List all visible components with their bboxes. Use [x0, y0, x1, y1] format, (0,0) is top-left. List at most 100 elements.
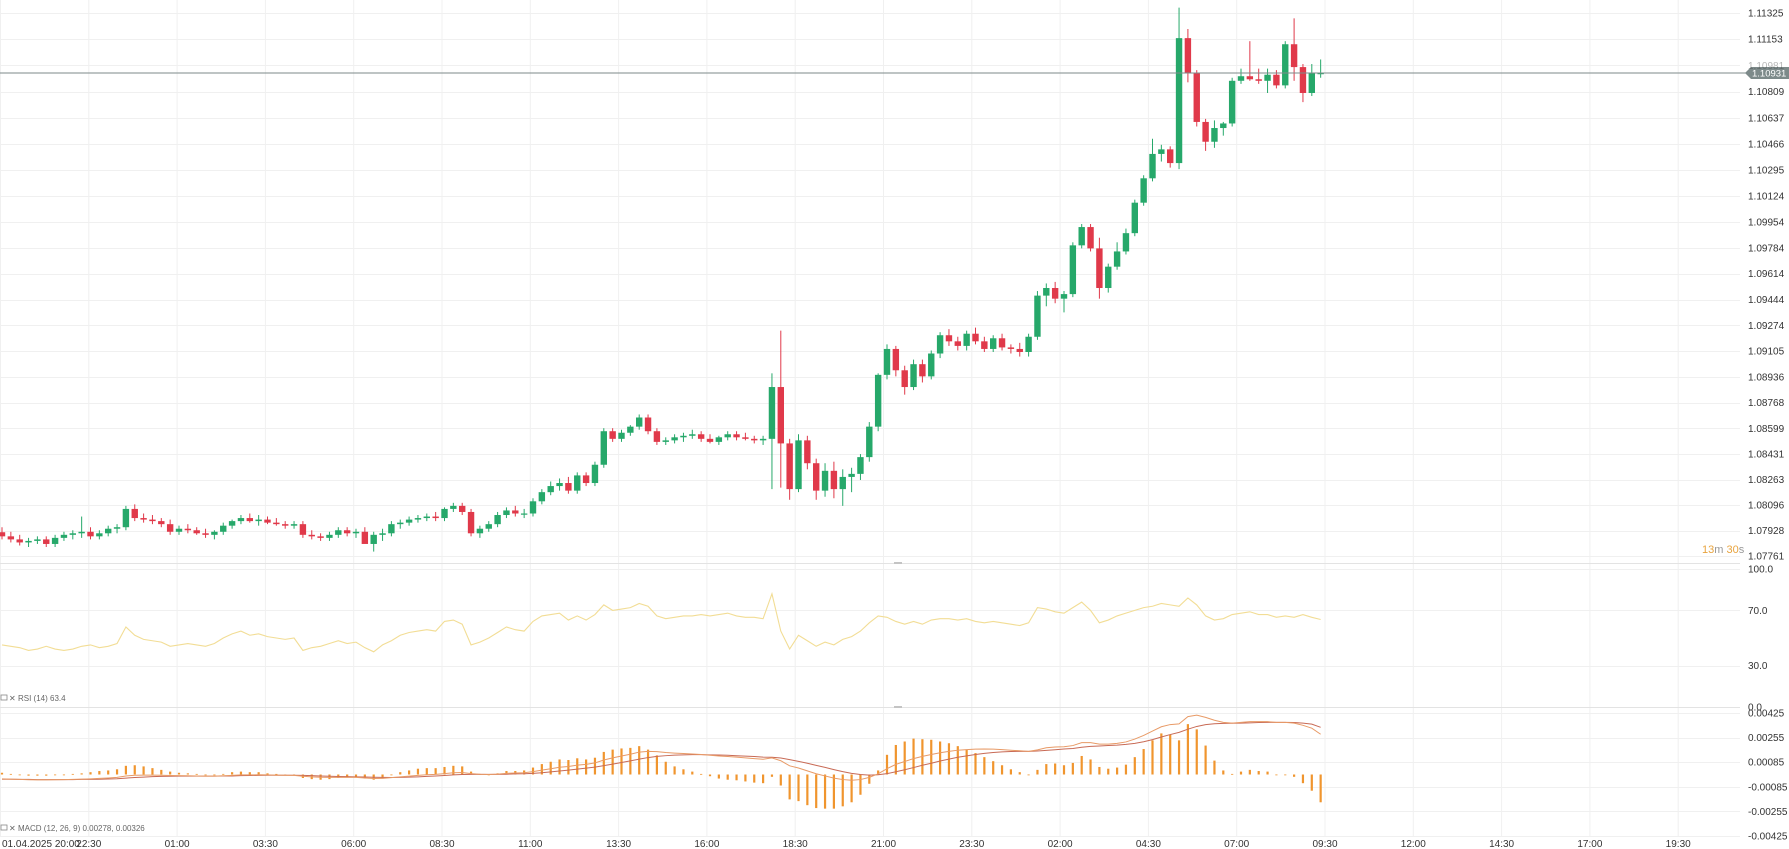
candle-body — [503, 510, 510, 516]
candle — [184, 524, 192, 534]
price-tick-label: 1.09105 — [1748, 347, 1785, 358]
histogram-bar — [0, 772, 4, 775]
candle — [1043, 283, 1050, 307]
histogram-bar — [956, 746, 959, 775]
candle-body — [848, 473, 855, 477]
candle-body — [520, 513, 528, 515]
candle — [901, 365, 908, 395]
histogram-bar — [1301, 774, 1305, 784]
candle — [335, 527, 342, 538]
candle-body — [237, 518, 245, 522]
macd-pane-header: ✕ MACD (12, 26, 9) 0.00278, 0.00326 — [0, 824, 145, 833]
histogram-bar — [142, 766, 145, 775]
histogram-bar — [788, 774, 791, 800]
candle — [1087, 224, 1094, 252]
candle-body — [936, 335, 944, 354]
candle — [644, 414, 652, 435]
candle — [317, 533, 324, 541]
candle — [78, 516, 85, 538]
candle — [1025, 333, 1032, 357]
close-icon[interactable]: ✕ — [9, 824, 16, 833]
candle — [193, 527, 200, 535]
candle — [751, 435, 758, 444]
histogram-bar — [1160, 733, 1163, 775]
time-tick-label: 21:00 — [871, 839, 896, 849]
histogram-bar — [1027, 774, 1030, 776]
candle — [485, 521, 492, 532]
time-tick-label: 14:30 — [1489, 839, 1514, 849]
histogram-bar — [151, 768, 154, 775]
current-price-label: 1.10931 — [1752, 69, 1786, 80]
candle — [220, 522, 227, 535]
candle — [804, 435, 811, 470]
signal-line — [2, 721, 1321, 781]
time-tick-label: 09:30 — [1312, 839, 1337, 849]
candle-body — [1043, 288, 1050, 296]
candle — [25, 537, 32, 548]
candle-body — [149, 519, 156, 522]
pane-resize-handle[interactable] — [894, 562, 902, 564]
candle — [158, 518, 165, 528]
candle-body — [609, 431, 616, 439]
candle-body — [627, 426, 634, 433]
histogram-bar — [1284, 774, 1287, 776]
histogram-bar — [939, 741, 942, 775]
candle-body — [1131, 202, 1138, 234]
candle-body — [954, 341, 961, 346]
candle — [662, 437, 669, 445]
candle — [290, 521, 298, 529]
price-axis[interactable]: 1.11325 1.11153 1.10981 1.10809 1.10637 1.104… — [1748, 9, 1785, 563]
pane-settings-icon[interactable] — [0, 694, 8, 701]
histogram-bar — [416, 768, 420, 775]
candle — [1317, 59, 1324, 78]
candle-body — [1228, 80, 1236, 124]
price-tick-label: 1.11153 — [1748, 35, 1783, 46]
candle-body — [653, 431, 661, 442]
candle — [96, 530, 103, 540]
candle — [1149, 138, 1156, 182]
candle — [547, 481, 554, 496]
candle — [264, 516, 271, 525]
candle-body — [1122, 233, 1130, 252]
candle-body — [759, 438, 767, 441]
close-icon[interactable]: ✕ — [9, 694, 16, 703]
histogram-bar — [797, 774, 800, 802]
candle-body — [839, 476, 846, 490]
histogram-bar — [992, 761, 995, 775]
candle — [246, 513, 253, 523]
pane-resize-handle[interactable] — [894, 706, 902, 708]
time-tick-label: 02:00 — [1048, 839, 1073, 849]
histogram-bar — [213, 774, 216, 776]
candle — [467, 508, 475, 537]
candle — [1175, 7, 1183, 170]
histogram-bar — [540, 764, 543, 775]
pane-settings-icon[interactable] — [0, 824, 8, 831]
candle-body — [706, 438, 714, 442]
candle-body — [804, 440, 811, 464]
price-tick-label: 1.09444 — [1748, 295, 1785, 306]
time-tick-label: 16:00 — [694, 839, 719, 849]
histogram-bar — [885, 754, 889, 775]
candle — [945, 329, 953, 346]
candle-body — [1060, 294, 1068, 299]
candle — [591, 461, 599, 487]
histogram-bar — [408, 770, 411, 775]
histogram-bar — [1239, 771, 1243, 775]
candle — [715, 435, 723, 445]
candle — [326, 531, 333, 541]
candle — [459, 502, 466, 516]
rsi-pane-label: RSI (14) 63.4 — [18, 694, 66, 703]
candle-body — [113, 527, 121, 529]
histogram-bar — [673, 766, 676, 775]
candle — [494, 511, 501, 528]
histogram-bar — [275, 773, 278, 775]
time-tick-label: 06:00 — [341, 839, 366, 849]
candle-body — [432, 516, 439, 519]
candle — [352, 528, 360, 538]
histogram-bar — [505, 771, 508, 775]
candle — [131, 504, 138, 522]
candle — [759, 435, 767, 445]
